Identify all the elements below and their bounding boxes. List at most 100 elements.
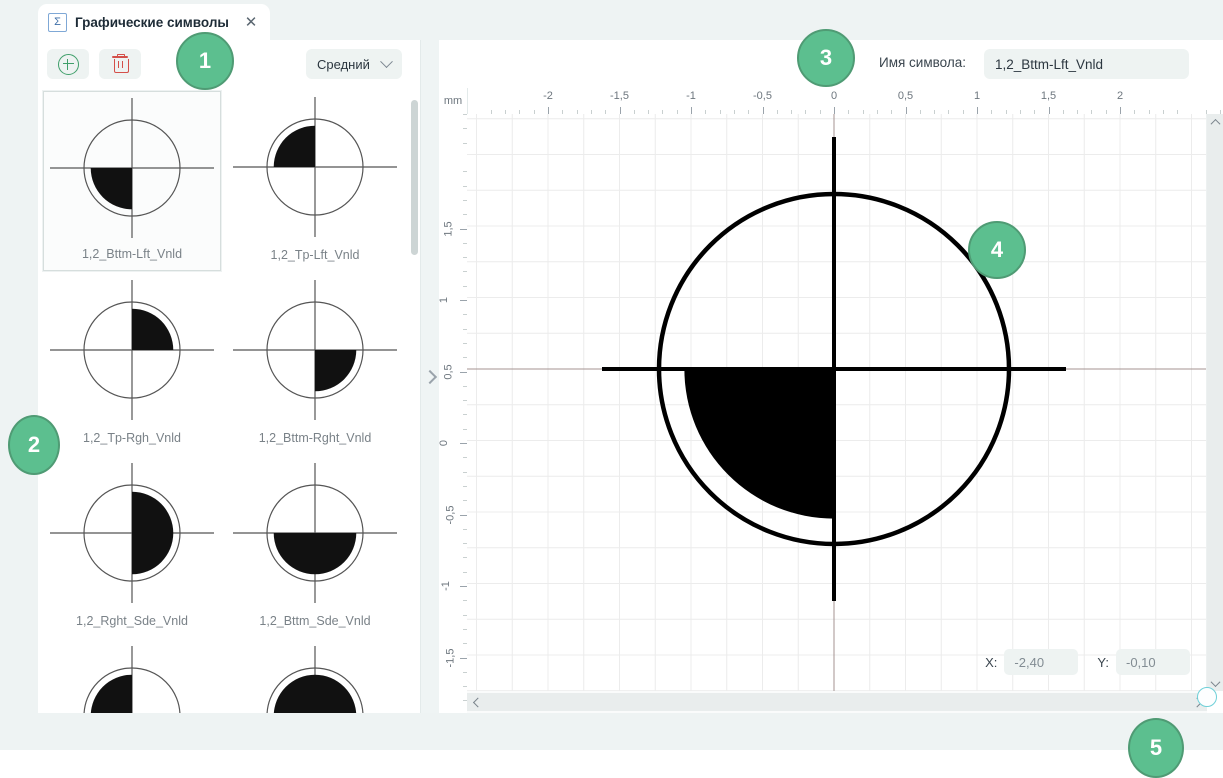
- ruler-tick-minor: [463, 214, 467, 216]
- ruler-tick: [548, 107, 549, 114]
- thumbnail-row: [38, 634, 420, 713]
- coord-y-value[interactable]: -0,10: [1116, 649, 1190, 675]
- coord-y-label: Y:: [1097, 654, 1109, 670]
- symbol-preview-icon: [230, 634, 400, 713]
- ruler-tick-minor: [463, 600, 467, 602]
- thumbnail-item[interactable]: [43, 634, 221, 713]
- ruler-label: 0,5: [442, 363, 455, 380]
- ruler-tick-minor: [562, 110, 564, 114]
- ruler-label: 0: [439, 439, 451, 447]
- canvas-vertical-scrollbar[interactable]: [1206, 114, 1223, 691]
- canvas-horizontal-scrollbar[interactable]: [467, 691, 1207, 713]
- ruler-tick-minor: [819, 110, 821, 114]
- ruler-tick-minor: [463, 385, 467, 387]
- ruler-tick-minor: [1062, 110, 1064, 114]
- ruler-label: 1,5: [1040, 90, 1057, 102]
- thumbnail-item[interactable]: 1,2_Bttm_Sde_Vnld: [226, 451, 404, 637]
- symbol-drawing: [467, 114, 1207, 691]
- ruler-tick-minor: [719, 110, 721, 114]
- tab-graphic-symbols[interactable]: Σ Графические символы ✕: [38, 4, 270, 40]
- ruler-tick: [834, 107, 835, 114]
- vertical-scroll-track[interactable]: [1207, 130, 1223, 675]
- ruler-tick-minor: [948, 110, 950, 114]
- ruler-tick: [460, 371, 467, 373]
- ruler-tick-minor: [876, 110, 878, 114]
- coord-x-value[interactable]: -2,40: [1004, 649, 1079, 675]
- ruler-tick-minor: [490, 110, 492, 114]
- panel-splitter[interactable]: [421, 40, 439, 713]
- ruler-tick-minor: [463, 142, 467, 144]
- symbol-preview-icon: [47, 634, 217, 713]
- thumbnail-size-select[interactable]: Средний: [306, 49, 402, 79]
- ruler-tick-minor: [991, 110, 993, 114]
- thumbnail-item[interactable]: 1,2_Bttm-Rght_Vnld: [226, 268, 404, 454]
- annotation-badge-5: 5: [1128, 718, 1184, 778]
- ruler-tick-minor: [505, 110, 507, 114]
- resize-handle[interactable]: [1197, 687, 1217, 707]
- ruler-tick: [460, 514, 467, 516]
- ruler-tick-minor: [533, 110, 535, 114]
- ruler-tick-minor: [791, 110, 793, 114]
- thumbnail-item[interactable]: 1,2_Rght_Sde_Vnld: [43, 451, 221, 637]
- symbol-preview-icon: [230, 88, 400, 249]
- ruler-tick-minor: [463, 686, 467, 688]
- close-icon[interactable]: ✕: [244, 13, 258, 31]
- symbol-name-input[interactable]: 1,2_Bttm-Lft_Vnld: [984, 49, 1189, 79]
- horizontal-scroll-track[interactable]: [485, 693, 1189, 711]
- ruler-tick-minor: [748, 110, 750, 114]
- thumbnail-item[interactable]: [226, 634, 404, 713]
- ruler-tick-minor: [805, 110, 807, 114]
- scroll-left-arrow[interactable]: [467, 693, 485, 711]
- ruler-tick-minor: [463, 357, 467, 359]
- chevron-right-icon[interactable]: [422, 369, 438, 384]
- thumbnail-row: 1,2_Rght_Sde_Vnld 1,2_Bttm_Sde_Vnld: [38, 451, 420, 637]
- ruler-tick-minor: [862, 110, 864, 114]
- ruler-tick-minor: [1134, 110, 1136, 114]
- thumbnail-label: 1,2_Bttm-Rght_Vnld: [258, 431, 372, 445]
- ruler-tick-minor: [1220, 110, 1222, 114]
- thumbnail-label: 1,2_Bttm-Lft_Vnld: [81, 247, 183, 261]
- ruler-tick-minor: [463, 128, 467, 130]
- symbol-library-panel: Средний 1,2_Bttm-Lft_Vnld 1,2_Tp-Lft_Vnl…: [38, 40, 421, 713]
- ruler-tick-minor: [705, 110, 707, 114]
- add-symbol-button[interactable]: [47, 49, 89, 79]
- symbol-preview-icon: [230, 451, 400, 615]
- ruler-tick-minor: [1034, 110, 1036, 114]
- ruler-tick-minor: [463, 500, 467, 502]
- thumbnail-item[interactable]: 1,2_Bttm-Lft_Vnld: [43, 88, 221, 271]
- ruler-tick-minor: [676, 110, 678, 114]
- ruler-tick-minor: [1077, 110, 1079, 114]
- scroll-up-arrow[interactable]: [1207, 114, 1223, 130]
- tab-title: Графические символы: [75, 14, 229, 30]
- ruler-tick: [460, 300, 467, 301]
- ruler-tick-minor: [463, 614, 467, 616]
- ruler-tick-minor: [1148, 110, 1150, 114]
- ruler-label: -0,5: [444, 505, 457, 524]
- thumbnail-label: 1,2_Tp-Lft_Vnld: [270, 248, 360, 262]
- ruler-unit-label: mm: [439, 88, 468, 114]
- trash-icon: [112, 54, 129, 73]
- ruler-tick-minor: [576, 110, 578, 114]
- ruler-label: 2: [1116, 90, 1124, 102]
- thumbnail-item[interactable]: 1,2_Tp-Lft_Vnld: [226, 88, 404, 271]
- delete-symbol-button[interactable]: [99, 49, 141, 79]
- chevron-down-icon: [380, 54, 393, 68]
- ruler-tick-minor: [463, 485, 467, 487]
- horizontal-ruler: mm -2 -1,5 -1 -0,5 0 0,5 1 1,5 2: [439, 88, 1223, 115]
- ruler-tick-minor: [463, 571, 467, 573]
- symbol-thumbnail-grid[interactable]: 1,2_Bttm-Lft_Vnld 1,2_Tp-Lft_Vnld 1,2_Tp…: [38, 88, 420, 713]
- ruler-tick-minor: [463, 342, 467, 344]
- thumbnail-item[interactable]: 1,2_Tp-Rgh_Vnld: [43, 268, 221, 454]
- annotation-badge-1: 1: [176, 32, 234, 90]
- ruler-label: -1: [686, 90, 696, 102]
- annotation-badge-3: 3: [797, 29, 855, 87]
- ruler-tick-minor: [590, 110, 592, 114]
- library-scrollbar-thumb[interactable]: [411, 100, 418, 255]
- symbol-canvas[interactable]: [467, 114, 1207, 691]
- ruler-tick-minor: [463, 199, 467, 201]
- thumbnail-label: 1,2_Tp-Rgh_Vnld: [83, 431, 181, 445]
- ruler-tick-minor: [1005, 110, 1007, 114]
- ruler-tick-minor: [463, 700, 467, 702]
- symbol-name-value: 1,2_Bttm-Lft_Vnld: [995, 56, 1104, 72]
